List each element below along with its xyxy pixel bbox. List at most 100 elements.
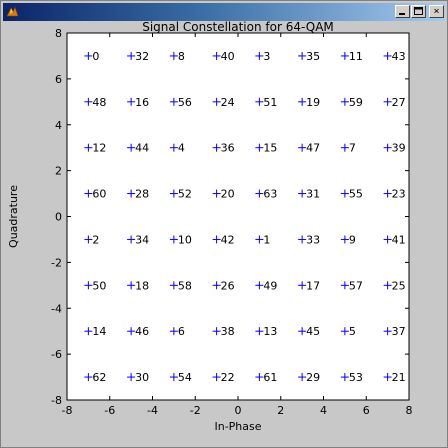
constellation-point: 31 (298, 188, 320, 201)
title-bar[interactable]: × (3, 3, 445, 21)
point-label: 57 (349, 279, 363, 292)
constellation-point: 52 (169, 188, 192, 201)
point-label: 36 (221, 142, 235, 155)
y-tick-label: -4 (51, 302, 62, 315)
x-tick-label: -4 (147, 404, 158, 417)
y-tick-label: 6 (55, 73, 62, 86)
constellation-point: 43 (383, 50, 406, 63)
constellation-point: 37 (383, 325, 406, 338)
constellation-point: 9 (340, 233, 356, 246)
constellation-point: 21 (383, 371, 406, 384)
constellation-point: 50 (84, 279, 106, 292)
constellation-point: 7 (340, 142, 356, 155)
point-label: 1 (263, 233, 270, 246)
constellation-point: 40 (212, 50, 235, 63)
constellation-point: 58 (169, 279, 192, 292)
point-label: 16 (135, 96, 149, 109)
constellation-point: 47 (298, 142, 320, 155)
constellation-point: 63 (255, 188, 277, 201)
point-label: 19 (306, 96, 320, 109)
point-label: 20 (221, 188, 235, 201)
point-label: 49 (263, 279, 277, 292)
point-label: 51 (263, 96, 277, 109)
point-label: 50 (92, 279, 106, 292)
x-tick-label: 8 (406, 404, 413, 417)
constellation-point: 18 (127, 279, 149, 292)
point-label: 63 (263, 188, 277, 201)
constellation-point: 51 (255, 96, 277, 109)
point-label: 6 (178, 325, 185, 338)
x-tick-label: -6 (104, 404, 115, 417)
point-label: 28 (135, 188, 149, 201)
point-label: 29 (306, 371, 320, 384)
constellation-point: 49 (255, 279, 277, 292)
constellation-point: 0 (84, 50, 99, 63)
point-label: 59 (349, 96, 363, 109)
point-label: 58 (178, 279, 192, 292)
minimize-button[interactable] (395, 5, 410, 18)
constellation-point: 42 (212, 233, 235, 246)
point-label: 53 (349, 371, 363, 384)
constellation-point: 33 (298, 233, 320, 246)
point-label: 3 (263, 50, 270, 63)
point-label: 38 (221, 325, 235, 338)
point-label: 45 (306, 325, 320, 338)
constellation-point: 8 (169, 50, 185, 63)
constellation-point: 57 (340, 279, 363, 292)
point-label: 18 (135, 279, 149, 292)
constellation-point: 34 (127, 233, 149, 246)
maximize-button[interactable] (411, 5, 426, 18)
constellation-point: 32 (127, 50, 149, 63)
point-label: 23 (392, 188, 406, 201)
point-label: 5 (349, 325, 356, 338)
constellation-point: 20 (212, 188, 235, 201)
constellation-point: 23 (383, 188, 406, 201)
point-label: 37 (392, 325, 406, 338)
constellation-point: 46 (127, 325, 149, 338)
constellation-point: 1 (255, 233, 270, 246)
point-label: 62 (92, 371, 106, 384)
point-label: 60 (92, 188, 106, 201)
constellation-point: 5 (340, 325, 356, 338)
constellation-point: 24 (212, 96, 235, 109)
close-icon: × (433, 6, 440, 17)
constellation-point: 14 (84, 325, 106, 338)
point-label: 13 (263, 325, 277, 338)
constellation-point: 38 (212, 325, 235, 338)
y-tick-label: -8 (51, 394, 62, 407)
constellation-point: 62 (84, 371, 106, 384)
point-label: 21 (392, 371, 406, 384)
constellation-point: 54 (169, 371, 192, 384)
point-label: 32 (135, 50, 149, 63)
point-label: 15 (263, 142, 277, 155)
constellation-point: 6 (169, 325, 185, 338)
point-label: 54 (178, 371, 192, 384)
x-tick-label: -2 (190, 404, 201, 417)
constellation-point: 48 (84, 96, 106, 109)
point-label: 12 (92, 142, 106, 155)
constellation-point: 28 (127, 188, 149, 201)
constellation-point: 27 (383, 96, 406, 109)
constellation-point: 10 (169, 233, 192, 246)
minimize-icon (399, 13, 405, 15)
y-tick-label: -2 (51, 256, 62, 269)
point-label: 0 (92, 50, 99, 63)
plot-area (66, 32, 410, 401)
figure-area: -8 -6 -4 -2 0 2 4 6 8 -8 -6 -4 -2 0 2 4 6 8 0 32 8 40 3 35 11 43… (3, 20, 445, 445)
close-button[interactable]: × (429, 5, 444, 18)
y-tick-label: 0 (55, 211, 62, 224)
constellation-point: 12 (84, 142, 106, 155)
constellation-point: 41 (383, 233, 406, 246)
point-label: 33 (306, 233, 320, 246)
point-label: 4 (178, 142, 185, 155)
constellation-point: 11 (340, 50, 363, 63)
constellation-point: 39 (383, 142, 406, 155)
constellation-point: 22 (212, 371, 235, 384)
constellation-point: 56 (169, 96, 192, 109)
x-axis-title: In-Phase (214, 420, 261, 433)
constellation-point: 13 (255, 325, 277, 338)
point-label: 61 (263, 371, 277, 384)
point-label: 39 (392, 142, 406, 155)
constellation-point: 16 (127, 96, 149, 109)
